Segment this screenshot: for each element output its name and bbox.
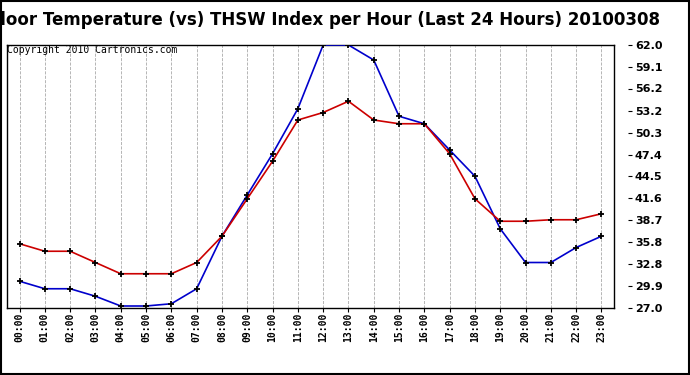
Text: Outdoor Temperature (vs) THSW Index per Hour (Last 24 Hours) 20100308: Outdoor Temperature (vs) THSW Index per …: [0, 11, 660, 29]
Text: Copyright 2010 Cartronics.com: Copyright 2010 Cartronics.com: [7, 45, 177, 55]
